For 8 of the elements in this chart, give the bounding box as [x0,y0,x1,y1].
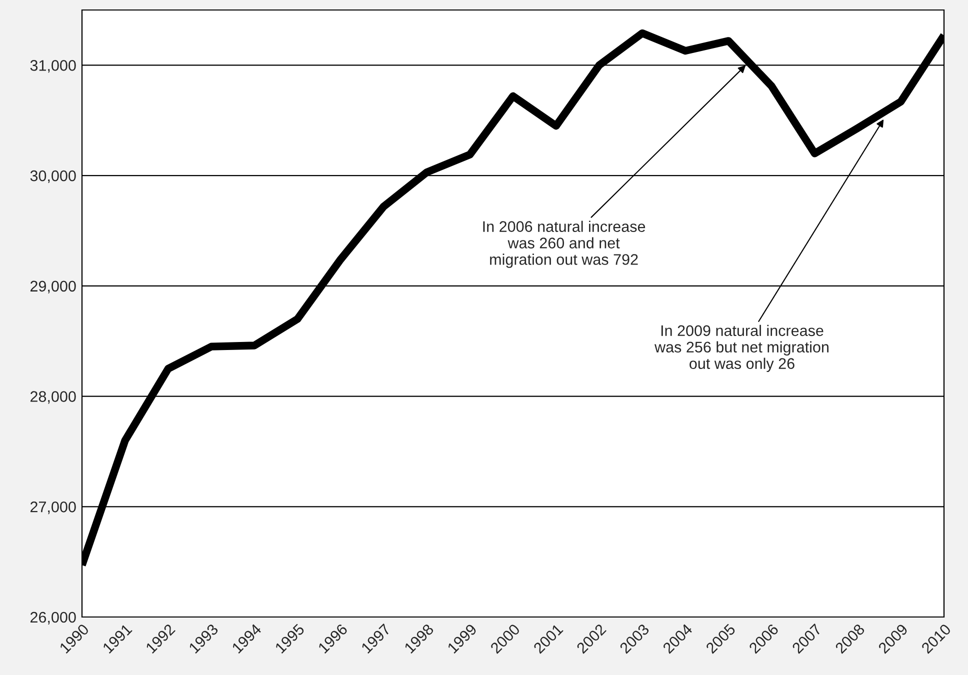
y-tick-label: 28,000 [30,391,76,404]
y-tick-label: 31,000 [30,60,76,73]
y-tick-label: 30,000 [30,170,76,184]
y-tick-label: 26,000 [30,612,76,624]
annotation: In 2006 natural increase was 260 and net migration out was 792 [483,220,646,268]
annotation: In 2009 natural increase was 256 but net migration out was only 26 [654,324,828,372]
y-tick-label: 29,000 [30,280,76,294]
y-tick-label: 27,000 [30,502,76,514]
